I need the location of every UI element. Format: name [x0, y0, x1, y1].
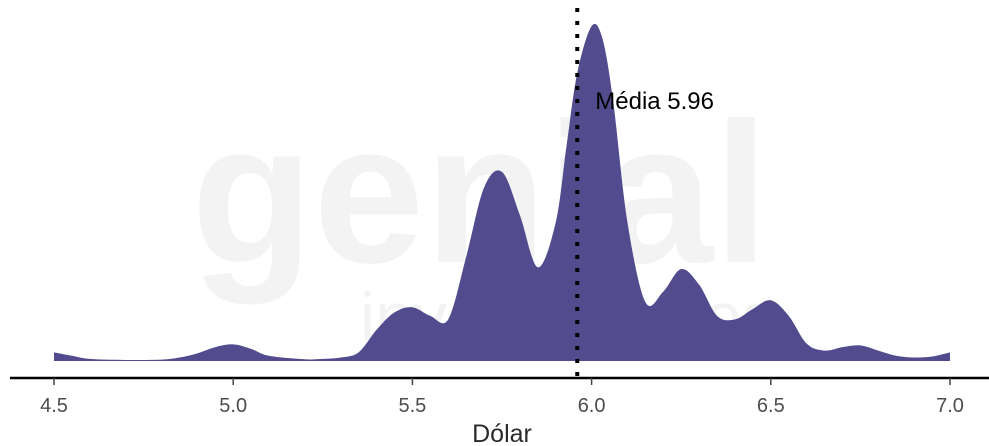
x-tick-label: 6.5: [757, 395, 785, 417]
x-tick-label: 5.0: [219, 395, 247, 417]
x-tick-label: 4.5: [40, 395, 68, 417]
x-axis-title: Dólar: [472, 420, 532, 446]
x-axis-ticks: 4.5 5.0 5.5 6.0 6.5 7.0: [40, 378, 964, 417]
mean-label: Média 5.96: [595, 88, 714, 115]
x-tick-label: 5.5: [398, 395, 426, 417]
x-tick-label: 6.0: [578, 395, 606, 417]
x-tick-label: 7.0: [936, 395, 964, 417]
density-area: [54, 23, 950, 362]
